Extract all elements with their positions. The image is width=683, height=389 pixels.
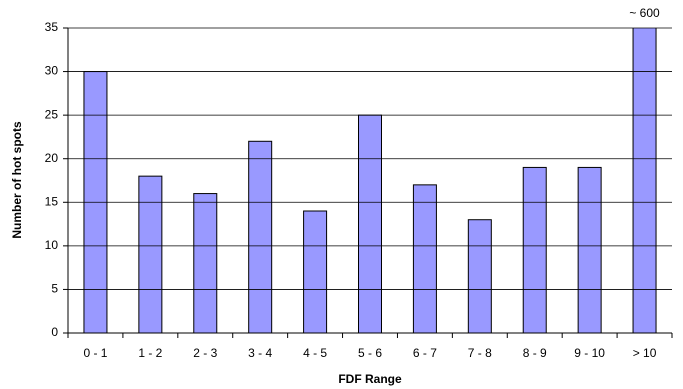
x-tick-label: 9 - 10: [574, 346, 605, 360]
x-tick-label: 3 - 4: [248, 346, 272, 360]
x-tick-label: > 10: [633, 346, 657, 360]
y-tick-label: 5: [51, 282, 58, 296]
bar: [303, 210, 328, 333]
bar: [358, 114, 382, 333]
x-tick-label: 5 - 6: [358, 346, 382, 360]
y-tick-label: 35: [45, 20, 59, 34]
x-axis-title: FDF Range: [338, 372, 402, 386]
plot-area: [83, 28, 657, 333]
bar: [522, 166, 547, 333]
y-axis-title: Number of hot spots: [10, 121, 24, 239]
bar: [467, 219, 492, 333]
bar: [412, 184, 437, 333]
bar: [193, 193, 218, 333]
bar: [577, 166, 602, 333]
bar: [138, 175, 163, 333]
x-tick-label: 4 - 5: [303, 346, 327, 360]
x-tick-label: 1 - 2: [138, 346, 162, 360]
y-tick-label: 30: [45, 64, 59, 78]
y-tick-label: 15: [45, 194, 59, 208]
y-tick-label: 25: [45, 107, 59, 121]
y-tick-label: 20: [45, 151, 59, 165]
y-tick-label: 10: [45, 238, 59, 252]
x-tick-label: 2 - 3: [193, 346, 217, 360]
x-tick-label: 0 - 1: [83, 346, 107, 360]
x-tick-label: 6 - 7: [413, 346, 437, 360]
value-label: ~ 600: [629, 6, 660, 20]
bar: [248, 140, 273, 333]
bar: [632, 28, 657, 333]
x-tick-label: 7 - 8: [468, 346, 492, 360]
x-tick-label: 8 - 9: [523, 346, 547, 360]
y-tick-label: 0: [51, 325, 58, 339]
